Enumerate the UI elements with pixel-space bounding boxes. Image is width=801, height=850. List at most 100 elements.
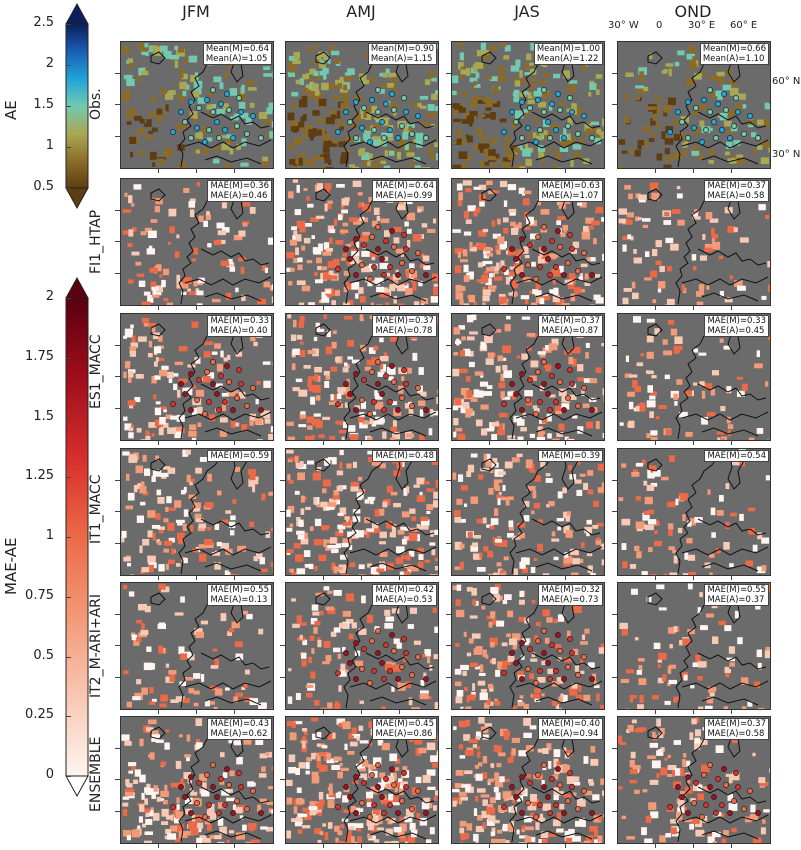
map-cell xyxy=(322,134,330,141)
colorbar-tick-label: 2.5 xyxy=(33,15,54,30)
station-marker xyxy=(375,762,381,768)
station-marker xyxy=(501,401,507,407)
map-cell xyxy=(577,426,584,434)
map-cell xyxy=(426,839,432,843)
station-marker xyxy=(541,246,547,252)
map-cell xyxy=(635,406,640,412)
map-cell xyxy=(481,428,488,436)
colorbar-tick-mark xyxy=(66,147,71,148)
map-cell xyxy=(723,830,729,836)
map-cell xyxy=(308,129,316,138)
map-cell xyxy=(636,670,642,675)
map-cell xyxy=(397,831,405,838)
map-cell xyxy=(339,420,343,426)
map-cell xyxy=(754,681,760,688)
map-cell xyxy=(154,205,160,213)
map-cell xyxy=(286,267,292,272)
map-cell xyxy=(342,252,348,257)
map-cell xyxy=(572,558,580,565)
map-cell xyxy=(244,669,250,675)
map-cell xyxy=(595,421,600,429)
map-cell xyxy=(343,271,349,276)
map-cell xyxy=(646,351,654,359)
map-cell xyxy=(420,253,425,258)
map-cell xyxy=(600,704,604,709)
map-cell xyxy=(136,273,145,277)
map-cell xyxy=(586,553,593,557)
map-cell xyxy=(173,383,178,391)
map-cell xyxy=(208,112,214,116)
map-cell xyxy=(308,79,315,83)
map-cell xyxy=(529,62,534,66)
map-cell xyxy=(504,324,511,332)
map-cell xyxy=(537,543,543,552)
map-cell xyxy=(353,218,362,225)
station-marker xyxy=(204,369,210,375)
station-marker xyxy=(206,802,212,808)
map-cell xyxy=(579,200,587,208)
map-cell xyxy=(296,280,306,285)
map-cell xyxy=(196,827,202,833)
station-marker xyxy=(387,127,393,133)
map-cell xyxy=(385,783,392,788)
map-cell xyxy=(287,62,294,68)
map-cell xyxy=(316,743,321,747)
stat-line: MAE(A)=0.99 xyxy=(375,191,433,201)
map-cell xyxy=(263,66,270,70)
map-cell xyxy=(309,137,314,141)
coastline xyxy=(701,696,759,706)
map-cell xyxy=(323,586,330,591)
map-cell xyxy=(586,421,593,429)
map-cell xyxy=(241,686,246,690)
map-cell xyxy=(322,145,330,153)
map-cell xyxy=(361,79,370,85)
map-cell xyxy=(198,544,207,549)
map-cell xyxy=(287,696,293,704)
map-cell xyxy=(460,664,469,671)
map-cell xyxy=(393,279,399,285)
axis-tick xyxy=(693,575,694,580)
map-cell xyxy=(288,480,294,484)
map-cell xyxy=(494,779,504,788)
map-cell xyxy=(638,67,647,75)
map-cell xyxy=(487,550,494,558)
axis-tick xyxy=(446,135,451,137)
map-cell xyxy=(215,146,220,153)
map-cell xyxy=(170,415,178,420)
map-cell xyxy=(198,215,204,222)
station-marker xyxy=(519,407,525,413)
map-cell xyxy=(633,249,637,254)
map-cell xyxy=(160,422,169,428)
axis-tick xyxy=(115,747,120,749)
map-cell xyxy=(242,200,251,207)
station-marker xyxy=(519,272,525,278)
map-cell xyxy=(678,411,688,418)
map-cell xyxy=(563,525,570,534)
map-cell xyxy=(166,815,173,820)
map-cell xyxy=(523,190,532,195)
map-cell xyxy=(543,364,552,368)
map-cell xyxy=(233,696,238,703)
station-marker xyxy=(581,654,587,660)
map-cell xyxy=(384,230,390,237)
map-cell xyxy=(301,736,307,744)
station-marker xyxy=(581,113,587,119)
map-cell xyxy=(147,353,153,358)
map-cell xyxy=(204,341,214,346)
map-cell xyxy=(455,643,460,647)
map-cell xyxy=(259,753,267,759)
map-cell xyxy=(557,216,566,221)
station-marker xyxy=(693,780,699,786)
map-cell xyxy=(292,60,301,65)
map-cell xyxy=(479,692,488,701)
map-cell xyxy=(396,200,406,205)
map-cell xyxy=(454,248,464,254)
axis-tick xyxy=(196,168,197,173)
map-cell xyxy=(262,161,270,166)
map-cell xyxy=(458,368,468,374)
map-cell xyxy=(583,694,591,701)
station-marker xyxy=(403,109,409,115)
station-marker xyxy=(545,119,551,125)
map-cell xyxy=(181,73,188,80)
map-cell xyxy=(592,525,599,529)
